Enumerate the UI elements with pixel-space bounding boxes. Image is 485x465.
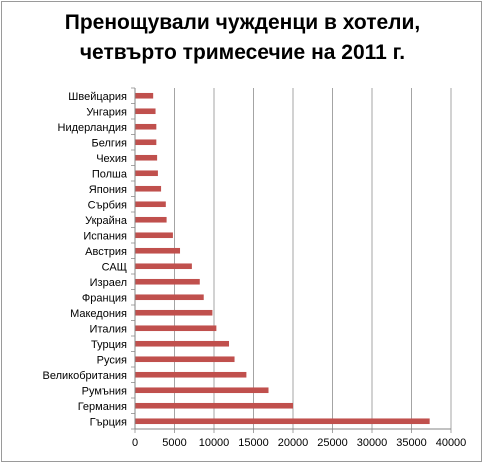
category-label: Великобритания bbox=[43, 370, 128, 382]
category-label: Румъния bbox=[82, 385, 127, 397]
category-label: САЩ bbox=[102, 261, 127, 273]
category-label: Италия bbox=[90, 323, 128, 335]
chart-title-line-2: четвърто тримесечие на 2011 г. bbox=[79, 41, 406, 64]
bar bbox=[135, 185, 162, 192]
category-label: Русия bbox=[97, 354, 127, 366]
category-label: Израел bbox=[90, 277, 127, 289]
category-label: Чехия bbox=[96, 153, 127, 165]
bar bbox=[135, 278, 200, 285]
x-tick-label: 5000 bbox=[162, 437, 186, 449]
category-labels: Швейцария Унгария Нидерландия Белгия Чехия По… bbox=[43, 91, 128, 429]
category-label: Унгария bbox=[86, 106, 127, 118]
x-tick-label: 10000 bbox=[199, 437, 230, 449]
category-label: Испания bbox=[83, 230, 127, 242]
x-tick-label: 25000 bbox=[317, 437, 348, 449]
category-label: Полша bbox=[92, 168, 128, 180]
category-label: Франция bbox=[82, 292, 127, 304]
bar bbox=[135, 108, 156, 115]
bar bbox=[135, 92, 154, 99]
bar bbox=[135, 154, 158, 161]
bar bbox=[135, 309, 213, 316]
bar bbox=[135, 232, 173, 239]
bar bbox=[135, 139, 157, 146]
category-label: Германия bbox=[78, 401, 127, 413]
bar bbox=[135, 356, 235, 363]
category-label: Украйна bbox=[85, 215, 128, 227]
category-label: Сърбия bbox=[88, 199, 127, 211]
bar bbox=[135, 123, 157, 130]
x-tick-label: 30000 bbox=[357, 437, 388, 449]
bar bbox=[135, 216, 167, 223]
bar bbox=[135, 402, 293, 409]
chart-title-line-1: Пренощували чужденци в хотели, bbox=[64, 11, 421, 34]
category-label: Гърция bbox=[90, 416, 127, 428]
bar bbox=[135, 247, 181, 254]
bar bbox=[135, 170, 158, 177]
chart-title: Пренощували чужденци в хотели, четвърто … bbox=[0, 8, 485, 68]
grid-lines bbox=[174, 88, 452, 429]
category-label: Македония bbox=[70, 308, 127, 320]
x-tick-label: 35000 bbox=[396, 437, 427, 449]
x-tick-label: 20000 bbox=[278, 437, 309, 449]
x-tick-label: 0 bbox=[132, 437, 138, 449]
category-label: Нидерландия bbox=[58, 122, 128, 134]
x-tick-label: 40000 bbox=[436, 437, 467, 449]
x-tick-label: 15000 bbox=[238, 437, 269, 449]
category-label: Белгия bbox=[91, 137, 127, 149]
bar bbox=[135, 263, 192, 270]
category-label: Япония bbox=[89, 184, 127, 196]
category-label: Австрия bbox=[85, 246, 127, 258]
bar bbox=[135, 325, 217, 332]
bar bbox=[135, 340, 230, 347]
axes bbox=[131, 87, 452, 433]
bar bbox=[135, 387, 269, 394]
category-label: Швейцария bbox=[68, 91, 127, 103]
category-label: Турция bbox=[91, 339, 127, 351]
bar bbox=[135, 371, 247, 378]
bar bbox=[135, 418, 430, 425]
bars bbox=[135, 92, 430, 425]
bar bbox=[135, 201, 166, 208]
x-tick-labels: 0 5000 10000 15000 20000 25000 30000 35000 40000 bbox=[132, 437, 466, 449]
bar bbox=[135, 294, 204, 301]
